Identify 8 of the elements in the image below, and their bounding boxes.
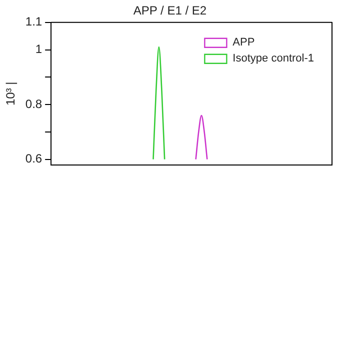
y-tick-label: 1.1	[25, 14, 42, 29]
y-tick-label: 0.6	[25, 152, 42, 166]
y-axis-title: 10³ |	[4, 82, 18, 106]
legend-label: APP	[232, 36, 255, 48]
y-tick-label: 1	[35, 42, 42, 56]
y-tick-label: 0.8	[25, 96, 42, 111]
chart-title: APP / E1 / E2	[133, 4, 207, 18]
legend-label: Isotype control-1	[232, 52, 314, 64]
